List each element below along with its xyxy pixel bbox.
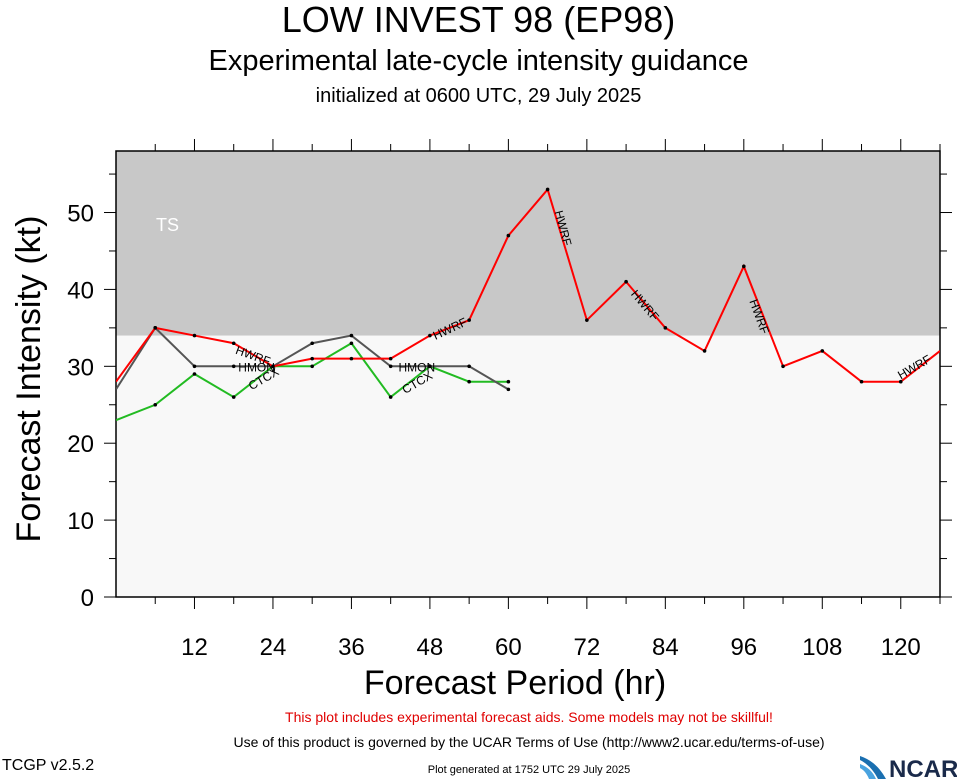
data-point-hwrf bbox=[153, 326, 158, 330]
data-point-ctcx bbox=[231, 395, 236, 399]
data-point-hmon bbox=[349, 333, 354, 338]
data-point-hwrf bbox=[310, 356, 314, 361]
y-tick-label: 50 bbox=[67, 201, 94, 228]
data-point-ctcx bbox=[467, 379, 471, 384]
y-tick-label: 30 bbox=[67, 354, 94, 381]
chart-subtitle: Experimental late-cycle intensity guidan… bbox=[208, 45, 749, 77]
data-point-hmon bbox=[467, 364, 471, 369]
data-point-hwrf bbox=[585, 318, 589, 322]
y-tick-label: 0 bbox=[81, 585, 94, 612]
data-point-hwrf bbox=[467, 318, 471, 322]
x-tick-label: 36 bbox=[338, 634, 365, 661]
data-point-hwrf bbox=[388, 356, 393, 361]
series-label-text: HMON bbox=[238, 360, 275, 374]
intensity-chart: TS 0 10 20 30 40 50 12 24 36 48 60 72 84 96 108 120 Forec… bbox=[10, 139, 952, 702]
data-point-ctcx bbox=[506, 379, 511, 384]
x-tick-label: 12 bbox=[181, 634, 208, 661]
data-point-ctcx bbox=[310, 364, 314, 369]
series-label-hmon: HMON bbox=[238, 360, 275, 374]
x-tick-label: 84 bbox=[652, 634, 679, 661]
plot-frame bbox=[115, 150, 941, 598]
data-point-ctcx bbox=[153, 402, 158, 407]
x-axis-label: Forecast Period (hr) bbox=[364, 664, 666, 702]
data-point-hmon bbox=[192, 364, 197, 369]
x-tick-label: 24 bbox=[260, 634, 287, 661]
ncar-logo: NCAR bbox=[860, 756, 957, 780]
data-point-hwrf bbox=[859, 379, 864, 384]
series-line-hwrf bbox=[116, 187, 940, 383]
y-tick-label: 20 bbox=[67, 431, 94, 458]
data-point-hmon bbox=[310, 341, 314, 346]
y-tick-label: 10 bbox=[67, 508, 94, 535]
x-tick-label: 60 bbox=[495, 634, 522, 661]
data-point-hwrf bbox=[702, 349, 707, 353]
data-point-hmon bbox=[231, 364, 236, 369]
y-tick-label: 40 bbox=[67, 277, 94, 304]
data-point-hmon bbox=[428, 364, 432, 369]
data-point-hwrf bbox=[624, 279, 628, 284]
data-point-hwrf bbox=[820, 349, 825, 353]
generated-time: Plot generated at 1752 UTC 29 July 2025 bbox=[427, 764, 631, 776]
x-tick-label: 72 bbox=[574, 634, 601, 661]
data-point-hwrf bbox=[545, 187, 550, 192]
data-point-hwrf bbox=[898, 379, 903, 384]
experimental-warning: This plot includes experimental forecast… bbox=[285, 709, 773, 725]
data-point-hwrf bbox=[349, 356, 354, 361]
data-point-hmon bbox=[388, 364, 393, 369]
data-point-hwrf bbox=[781, 364, 785, 369]
data-point-hwrf bbox=[506, 233, 511, 238]
data-point-hmon bbox=[506, 387, 511, 392]
data-point-hwrf bbox=[742, 264, 746, 269]
series-label-text: HMON bbox=[398, 360, 435, 374]
x-tick-label: 120 bbox=[881, 634, 921, 661]
band-label: TS bbox=[156, 215, 179, 235]
chart-title: LOW INVEST 98 (EP98) bbox=[281, 0, 676, 40]
version-label: TCGP v2.5.2 bbox=[2, 757, 95, 774]
ncar-logo-text: NCAR bbox=[889, 756, 957, 780]
data-point-ctcx bbox=[388, 395, 393, 399]
data-point-ctcx bbox=[192, 372, 197, 376]
data-point-hwrf bbox=[231, 341, 236, 346]
series-label-hmon: HMON bbox=[398, 360, 435, 374]
init-time: initialized at 0600 UTC, 29 July 2025 bbox=[315, 85, 642, 107]
band-ts bbox=[116, 151, 940, 336]
data-point-hwrf bbox=[271, 364, 275, 369]
data-point-hwrf bbox=[428, 333, 432, 338]
terms-of-use: Use of this product is governed by the U… bbox=[233, 734, 825, 750]
x-tick-label: 96 bbox=[730, 634, 757, 661]
x-tick-label: 48 bbox=[417, 634, 444, 661]
y-axis-label: Forecast Intensity (kt) bbox=[10, 216, 48, 543]
data-point-hwrf bbox=[663, 326, 668, 330]
x-tick-label: 108 bbox=[802, 634, 842, 661]
data-point-hwrf bbox=[192, 333, 197, 338]
data-point-ctcx bbox=[349, 341, 354, 346]
